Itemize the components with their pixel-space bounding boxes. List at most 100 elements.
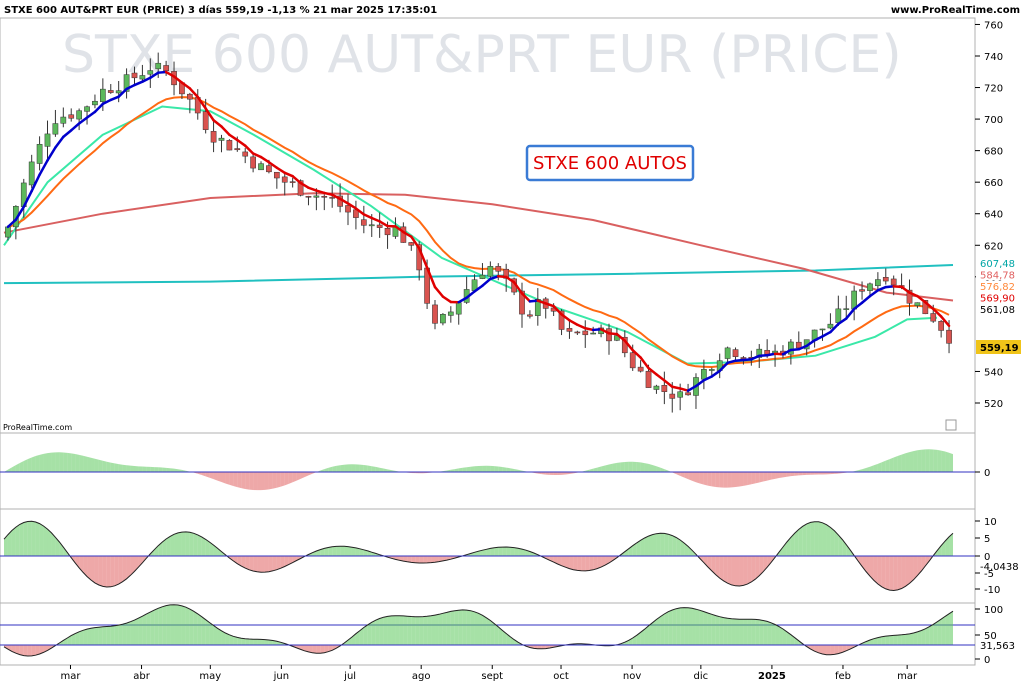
oscillator-area: [205, 619, 210, 645]
fast-ema-segment: [655, 373, 666, 382]
long-sma-line: [3, 264, 954, 285]
oscillator-area: [680, 472, 685, 478]
oscillator-area: [573, 556, 578, 571]
oscillator-area: [51, 532, 56, 556]
candle-body: [44, 133, 51, 147]
candle-body: [84, 106, 90, 112]
oscillator-area: [348, 464, 352, 472]
oscillator-area: [387, 469, 392, 472]
oscillator-area: [11, 465, 16, 472]
oscillator-area: [921, 449, 926, 472]
oscillator-area: [185, 607, 190, 645]
candle-body: [376, 224, 383, 228]
oscillator-area: [858, 469, 863, 472]
fast-ema-segment: [299, 181, 310, 189]
oscillator-area: [838, 534, 843, 556]
oscillator-area: [727, 472, 732, 488]
oscillator-area: [763, 620, 768, 645]
oscillator-area: [751, 619, 756, 645]
oscillator-area: [435, 614, 439, 645]
oscillator-area: [221, 630, 226, 645]
oscillator-area: [158, 542, 163, 556]
oscillator-area: [241, 638, 246, 645]
pane-toggle-icon[interactable]: [945, 419, 957, 431]
oscillator-area: [608, 463, 613, 472]
oscillator-area: [901, 556, 906, 589]
oscillator-area: [114, 556, 119, 586]
oscillator-area: [189, 532, 194, 556]
oscillator-area: [257, 639, 262, 645]
oscillator-area: [375, 466, 380, 472]
oscillator-area: [933, 621, 938, 645]
fast-ema-segment: [394, 225, 405, 234]
oscillator-area: [383, 616, 388, 645]
candle-body: [574, 331, 581, 334]
oscillator-area: [431, 556, 436, 563]
oscillator-area: [810, 521, 815, 556]
oscillator-area: [55, 537, 60, 556]
oscillator-area: [905, 633, 910, 645]
fast-ema-segment: [149, 71, 160, 80]
oscillator-area: [794, 472, 799, 476]
oscillator-area: [731, 618, 736, 645]
oscillator-area: [419, 556, 424, 564]
oscillator-area: [897, 556, 902, 590]
candle-body: [455, 302, 462, 315]
oscillator-area: [264, 472, 269, 490]
oscillator-area: [917, 449, 922, 472]
oscillator-area: [98, 556, 103, 587]
oscillator-area: [901, 453, 906, 472]
fast-ema-segment: [410, 235, 421, 250]
oscillator-area: [486, 617, 491, 645]
oscillator-area: [411, 616, 416, 645]
candle-body: [384, 228, 391, 236]
oscillator-area: [276, 556, 281, 570]
fast-ema-segment: [38, 159, 49, 176]
oscillator-area: [31, 456, 36, 472]
oscillator-area: [877, 636, 882, 645]
oscillator-area: [656, 533, 661, 556]
oscillator-area: [814, 521, 819, 556]
fast-ema-segment: [30, 173, 41, 193]
oscillator-area: [177, 532, 182, 556]
fast-ema-segment: [837, 317, 848, 326]
oscillator-area: [15, 645, 20, 655]
oscillator-area: [628, 461, 633, 472]
oscillator-area: [593, 467, 598, 472]
fast-ema-segment: [315, 189, 326, 195]
oscillator-area: [913, 556, 918, 580]
oscillator-area: [15, 524, 20, 556]
fast-ema-segment: [781, 348, 793, 356]
oscillator-area: [945, 451, 950, 472]
candle-body: [764, 350, 771, 355]
oscillator-area: [640, 462, 645, 472]
fast-ema-segment: [663, 379, 674, 388]
fast-ema-segment: [520, 292, 532, 303]
oscillator-area: [359, 627, 364, 645]
oscillator-area: [47, 645, 52, 651]
oscillator-area: [830, 645, 835, 655]
site-url[interactable]: www.ProRealTime.com: [891, 5, 1020, 16]
oscillator-area: [945, 613, 950, 645]
oscillator-area: [94, 627, 99, 645]
oscillator-area: [233, 472, 238, 488]
oscillator-area: [869, 465, 874, 472]
oscillator-area: [245, 472, 250, 490]
oscillator-area: [818, 472, 823, 475]
oscillator-area: [909, 633, 914, 645]
osc-tick-label: 0: [984, 655, 990, 666]
oscillator-area: [889, 457, 894, 472]
fast-ema-segment: [433, 285, 445, 298]
fast-ema-segment: [552, 304, 563, 316]
oscillator-area: [387, 615, 392, 645]
oscillator-area: [158, 467, 163, 472]
candle-body: [281, 176, 288, 183]
oscillator-area: [937, 545, 942, 556]
oscillator-area: [359, 464, 364, 472]
oscillator-area: [51, 452, 56, 472]
oscillator-area: [351, 464, 356, 472]
oscillator-area: [102, 460, 107, 472]
oscillator-area: [241, 472, 246, 489]
fast-ema-segment: [584, 327, 595, 332]
